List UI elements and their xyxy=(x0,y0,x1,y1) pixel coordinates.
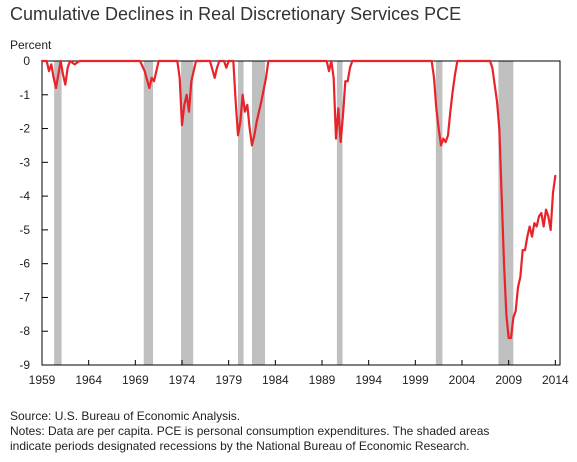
x-tick-label: 1969 xyxy=(122,373,149,387)
chart-title: Cumulative Declines in Real Discretionar… xyxy=(10,4,462,24)
recession-shading xyxy=(54,61,514,365)
x-tick-label: 1974 xyxy=(169,373,196,387)
y-tick-label: -9 xyxy=(19,358,30,372)
series-line xyxy=(40,59,557,340)
x-tick-label: 2004 xyxy=(449,373,476,387)
recession-band xyxy=(435,61,443,365)
y-tick-label: -8 xyxy=(19,324,30,338)
y-tick-label: -6 xyxy=(19,257,30,271)
y-tick-label: -7 xyxy=(19,290,30,304)
x-tick-label: 1994 xyxy=(355,373,382,387)
y-tick-label: -4 xyxy=(19,189,30,203)
y-tick-label: -3 xyxy=(19,155,30,169)
chart-notes: Source: U.S. Bureau of Economic Analysis… xyxy=(10,409,570,454)
x-tick-label: 1979 xyxy=(215,373,242,387)
recession-band xyxy=(54,61,62,365)
notes-line-2: indicate periods designated recessions b… xyxy=(10,439,470,453)
source-note: Source: U.S. Bureau of Economic Analysis… xyxy=(10,409,241,423)
x-tick-label: 1964 xyxy=(75,373,102,387)
y-tick-label: 0 xyxy=(23,54,30,68)
axes xyxy=(41,60,561,366)
recession-band xyxy=(498,61,514,365)
recession-band xyxy=(143,61,154,365)
x-tick-label: 1999 xyxy=(402,373,429,387)
recession-band xyxy=(238,61,244,365)
series xyxy=(40,59,557,340)
x-tick-label: 2014 xyxy=(542,373,569,387)
y-tick-label: -1 xyxy=(19,88,30,102)
x-tick-label: 1959 xyxy=(29,373,56,387)
recession-band xyxy=(336,61,343,365)
recession-band xyxy=(252,61,266,365)
y-tick-label: -2 xyxy=(19,122,30,136)
y-axis-label: Percent xyxy=(10,38,52,52)
recession-band xyxy=(181,61,194,365)
notes-line-1: Notes: Data are per capita. PCE is perso… xyxy=(10,424,490,438)
y-tick-label: -5 xyxy=(19,223,30,237)
plot-frame xyxy=(41,60,561,366)
x-tick-label: 2009 xyxy=(495,373,522,387)
x-tick-label: 1984 xyxy=(262,373,289,387)
x-tick-label: 1989 xyxy=(309,373,336,387)
